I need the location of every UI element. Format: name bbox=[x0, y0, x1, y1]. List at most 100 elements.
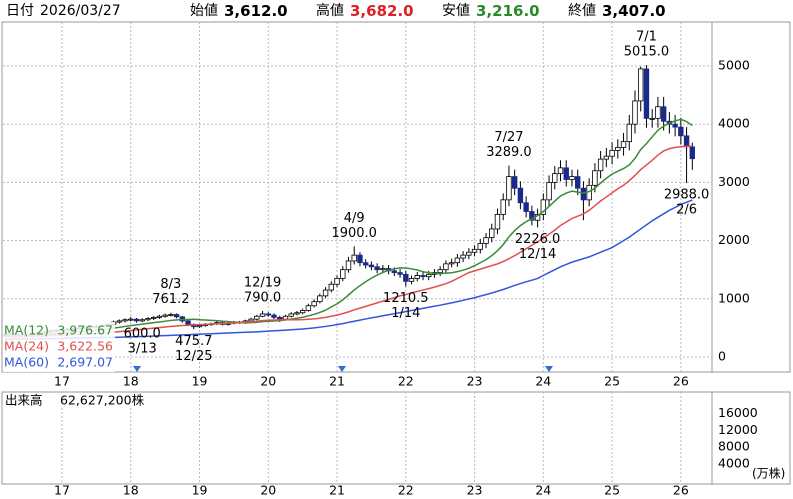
event-marker bbox=[133, 366, 141, 372]
candle-body bbox=[380, 268, 386, 271]
x-tick-label: 23 bbox=[467, 483, 483, 498]
candle-body bbox=[494, 214, 501, 230]
price-plot bbox=[3, 65, 695, 341]
high-value: 1900.0 bbox=[331, 226, 377, 241]
candle-body bbox=[569, 176, 575, 180]
x-tick-label: 18 bbox=[123, 374, 139, 389]
candle-body bbox=[145, 318, 151, 321]
y-tick-label: 5000 bbox=[718, 57, 750, 72]
candle-body bbox=[460, 254, 466, 259]
price-frame bbox=[1, 21, 791, 373]
candle-body bbox=[655, 106, 661, 119]
candle-body bbox=[426, 273, 432, 278]
candle-body bbox=[150, 317, 157, 319]
candle-body bbox=[471, 248, 478, 253]
candle-body bbox=[322, 289, 329, 297]
y-tick-label: 1000 bbox=[718, 290, 750, 305]
legend-value: 3,622.56 bbox=[57, 339, 113, 354]
volume-unit: (万株) bbox=[752, 466, 785, 481]
candle-body bbox=[620, 141, 627, 148]
legend-name: MA(12) bbox=[4, 323, 49, 338]
candle-body bbox=[351, 254, 357, 262]
candle-body bbox=[489, 228, 495, 239]
legend-value: 3,976.67 bbox=[57, 323, 113, 338]
low-date: 12/14 bbox=[519, 247, 556, 262]
candle-body bbox=[689, 146, 695, 160]
candle-body bbox=[603, 155, 610, 160]
candle-body bbox=[683, 135, 690, 148]
low-date: 3/13 bbox=[128, 342, 157, 357]
header: 日付 2026/03/27 始値 3,612.0 高値 3,682.0 安値 3,216.0 終… bbox=[0, 0, 793, 22]
candle-body bbox=[328, 283, 335, 291]
event-marker bbox=[545, 366, 553, 372]
candle-body bbox=[609, 149, 615, 157]
y-tick-label: 2000 bbox=[718, 232, 750, 247]
y-tick-label: 4000 bbox=[718, 455, 750, 470]
candle-body bbox=[420, 275, 426, 278]
candle-body bbox=[563, 167, 569, 180]
candle-body bbox=[506, 176, 512, 201]
ma-line bbox=[4, 118, 693, 337]
ma-line bbox=[4, 199, 693, 341]
candle-body bbox=[397, 272, 403, 275]
candle-body bbox=[414, 275, 420, 279]
x-tick-label: 23 bbox=[467, 374, 483, 389]
x-tick-label: 26 bbox=[673, 374, 689, 389]
low-value: 2226.0 bbox=[515, 232, 561, 247]
candle-body bbox=[437, 269, 443, 273]
candle-body bbox=[334, 278, 340, 285]
high-value: 3289.0 bbox=[486, 145, 532, 160]
candle-body bbox=[448, 262, 455, 265]
x-tick-label: 24 bbox=[535, 483, 551, 498]
candle-body bbox=[678, 126, 684, 137]
x-tick-label: 25 bbox=[604, 374, 620, 389]
low-value: 1210.5 bbox=[383, 291, 429, 306]
legend-box bbox=[3, 322, 115, 372]
candle-body bbox=[632, 100, 638, 125]
low-date: 2/6 bbox=[676, 203, 697, 218]
candle-body bbox=[345, 260, 352, 271]
candle-body bbox=[511, 176, 518, 189]
event-marker bbox=[338, 366, 346, 372]
candle-body bbox=[288, 313, 294, 317]
candle-body bbox=[540, 199, 547, 215]
high-date: 12/19 bbox=[244, 276, 281, 291]
candle-body bbox=[529, 211, 535, 221]
candle-body bbox=[408, 278, 415, 282]
legend-value: 2,697.07 bbox=[57, 355, 113, 370]
candle-body bbox=[196, 325, 203, 328]
low-date: 12/25 bbox=[175, 349, 212, 364]
candle-body bbox=[592, 170, 598, 186]
high-date: 4/9 bbox=[344, 211, 365, 226]
candle-body bbox=[271, 314, 277, 318]
candle-body bbox=[403, 273, 409, 282]
candle-body bbox=[638, 68, 644, 102]
candle-body bbox=[466, 251, 472, 256]
candle-body bbox=[139, 319, 145, 322]
candle-body bbox=[168, 314, 174, 316]
high-date: 7/1 bbox=[636, 30, 657, 45]
y-tick-label: 8000 bbox=[718, 439, 750, 454]
volume-title: 出来高 bbox=[5, 393, 43, 408]
candle-body bbox=[133, 318, 140, 322]
x-tick-label: 17 bbox=[54, 483, 70, 498]
price-value: 3,216.0 bbox=[476, 2, 540, 20]
high-value: 5015.0 bbox=[624, 45, 670, 60]
candle-body bbox=[116, 320, 122, 323]
candle-body bbox=[185, 320, 191, 325]
candle-body bbox=[643, 68, 650, 119]
candle-body bbox=[454, 257, 461, 264]
candle-body bbox=[162, 314, 168, 317]
date-label: 日付 bbox=[6, 3, 34, 19]
candle-body bbox=[575, 176, 581, 189]
price-label: 高値 bbox=[316, 3, 344, 19]
high-value: 761.2 bbox=[152, 292, 189, 307]
low-value: 2988.0 bbox=[664, 188, 710, 203]
x-tick-label: 22 bbox=[398, 374, 414, 389]
price-label: 安値 bbox=[442, 3, 470, 19]
candle-body bbox=[517, 187, 524, 204]
x-tick-label: 20 bbox=[260, 374, 276, 389]
x-tick-label: 24 bbox=[535, 374, 551, 389]
candle-body bbox=[340, 269, 346, 279]
candle-body bbox=[128, 318, 134, 321]
